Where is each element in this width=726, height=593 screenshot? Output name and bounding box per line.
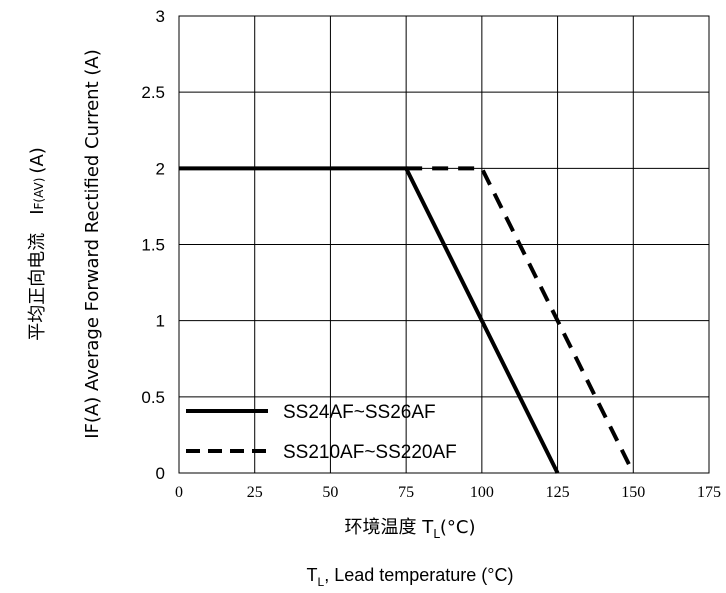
y-axis-label-en: IF(A) Average Forward Rectified Current … — [82, 49, 103, 438]
x-axis-label-en-rest: , Lead temperature (°C) — [324, 565, 513, 585]
x-tick-label-7: 175 — [697, 484, 721, 501]
x-tick-label-0: 0 — [175, 484, 183, 501]
x-axis-label-en: TL, Lead temperature (°C) — [307, 565, 514, 589]
y-tick-label-1: 0.5 — [141, 388, 165, 407]
y-tick-label-6: 3 — [156, 7, 165, 26]
legend-entry-2: SS210AF~SS220AF — [283, 442, 457, 463]
y-axis-label-cn-unit: (A) — [27, 147, 48, 173]
x-tick-labels: 0 25 50 75 100 125 150 175 — [175, 484, 721, 501]
x-axis-label-cn-main: 环境温度 T — [344, 517, 434, 538]
x-tick-label-3: 75 — [398, 484, 414, 501]
x-axis-label-cn-unit: (°C) — [440, 517, 476, 538]
x-axis-label-cn: 环境温度 TL(°C) — [344, 517, 475, 541]
x-axis-label-cn-sub: L — [433, 527, 440, 541]
y-tick-label-4: 2 — [156, 159, 165, 178]
y-tick-label-2: 1 — [156, 312, 165, 331]
y-tick-label-3: 1.5 — [141, 236, 165, 255]
series-layer — [179, 166, 636, 474]
y-tick-labels: 0 0.5 1 1.5 2 2.5 3 — [141, 7, 165, 483]
legend: SS24AF~SS26AF SS210AF~SS220AF — [186, 402, 457, 463]
y-tick-label-5: 2.5 — [141, 83, 165, 102]
x-tick-label-2: 50 — [322, 484, 338, 501]
x-axis-label-en-main: T — [307, 565, 318, 585]
x-tick-label-4: 100 — [470, 484, 494, 501]
y-axis-label-cn-text: 平均正向电流 — [27, 233, 48, 341]
x-axis-label-en-sub: L — [318, 575, 325, 589]
x-tick-label-1: 25 — [247, 484, 263, 501]
y-axis-label-cn: 平均正向电流 IF(AV) (A) — [27, 147, 48, 341]
x-tick-label-5: 125 — [546, 484, 570, 501]
y-axis-label-cn-sub: F(AV) — [32, 178, 46, 210]
y-axis-label-cn-gap: I — [27, 209, 48, 214]
x-tick-label-6: 150 — [621, 484, 645, 501]
plot-area-frame — [178, 15, 710, 474]
y-tick-label-0: 0 — [156, 464, 165, 483]
legend-entry-1: SS24AF~SS26AF — [283, 402, 436, 423]
